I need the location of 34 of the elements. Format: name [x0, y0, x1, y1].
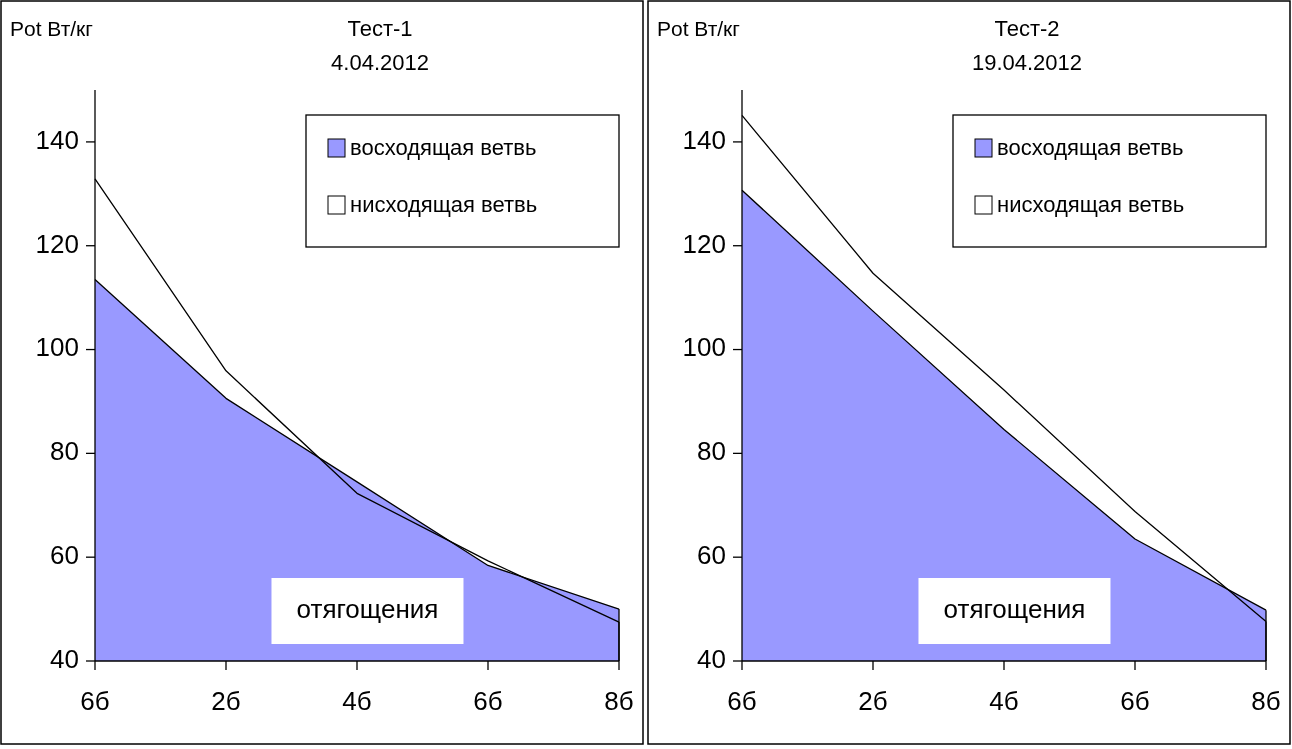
- y-tick-label: 140: [35, 124, 79, 155]
- y-tick-label: 40: [50, 643, 79, 674]
- x-tick-label: 8б: [604, 685, 634, 716]
- annotation: отягощения: [296, 593, 439, 624]
- x-tick-label: 8б: [1251, 685, 1281, 716]
- y-tick-label: 140: [682, 124, 726, 155]
- chart-title: Тест-2: [994, 15, 1060, 41]
- legend-label: нисходящая ветвь: [997, 191, 1185, 217]
- chart-subtitle: 4.04.2012: [331, 49, 429, 75]
- x-tick-label: 4б: [342, 685, 372, 716]
- y-tick-label: 120: [35, 228, 79, 259]
- legend-label: восходящая ветвь: [350, 134, 537, 160]
- x-tick-label: 2б: [858, 685, 888, 716]
- y-tick-label: 80: [697, 436, 726, 467]
- legend-label: восходящая ветвь: [997, 134, 1184, 160]
- y-tick-label: 100: [35, 332, 79, 363]
- y-tick-label: 60: [697, 540, 726, 571]
- x-tick-label: 4б: [989, 685, 1019, 716]
- x-tick-label: 6б: [1120, 685, 1150, 716]
- y-tick-label: 60: [50, 540, 79, 571]
- legend-label: нисходящая ветвь: [350, 191, 538, 217]
- y-tick-label: 80: [50, 436, 79, 467]
- y-axis-title: Pot Вт/кг: [10, 16, 94, 40]
- chart-title: Тест-1: [347, 15, 413, 41]
- x-tick-label: 2б: [211, 685, 241, 716]
- y-tick-label: 40: [697, 643, 726, 674]
- y-tick-label: 100: [682, 332, 726, 363]
- chart-subtitle: 19.04.2012: [971, 49, 1083, 75]
- x-tick-label: 6б: [473, 685, 503, 716]
- y-tick-label: 120: [682, 228, 726, 259]
- x-tick-label: 6б: [727, 685, 757, 716]
- annotation: отягощения: [943, 593, 1086, 624]
- y-axis-title: Pot Вт/кг: [657, 16, 741, 40]
- x-tick-label: 6б: [80, 685, 110, 716]
